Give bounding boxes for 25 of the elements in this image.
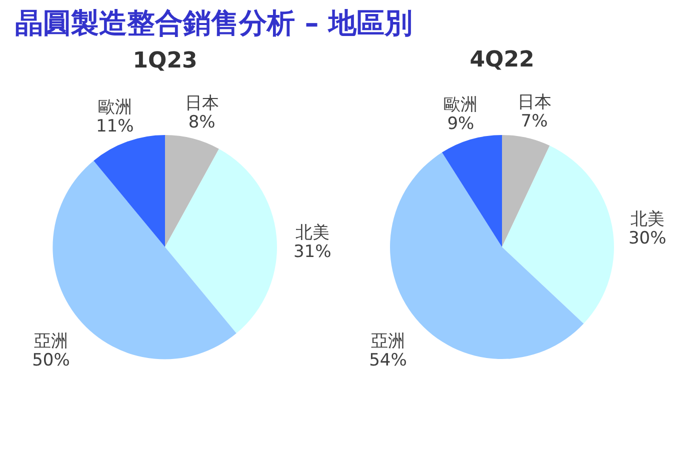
text: 晶圓製造整合銷售分析 – 地區別 (15, 6, 412, 40)
slice-label: 歐洲 (444, 94, 478, 115)
slice-label: 日本 (517, 92, 552, 113)
slice-label: 亞洲 (34, 331, 68, 352)
pie-slice (165, 148, 277, 334)
slice-label: 北美 (630, 209, 664, 230)
chart-title: 4Q22 (470, 48, 534, 73)
slice-label: 亞洲 (370, 331, 405, 352)
slice-label: 歐洲 (98, 98, 132, 118)
data-label: 7% (520, 112, 548, 132)
data-label: 9% (447, 114, 474, 134)
pie-slice (94, 135, 165, 247)
slice-label: 北美 (295, 223, 330, 244)
pie-slice (442, 135, 502, 247)
data-label: 8% (188, 112, 216, 133)
data-label: 31% (293, 242, 332, 262)
data-label: 50% (32, 350, 70, 370)
pie-slice (165, 135, 219, 247)
slice-label: 日本 (184, 94, 219, 114)
data-label: 54% (369, 350, 407, 370)
pie-slice (502, 146, 614, 324)
chart-title: 1Q23 (132, 48, 198, 74)
pie-slice (502, 135, 550, 247)
data-label: 30% (628, 228, 666, 248)
data-label: 11% (96, 116, 134, 137)
